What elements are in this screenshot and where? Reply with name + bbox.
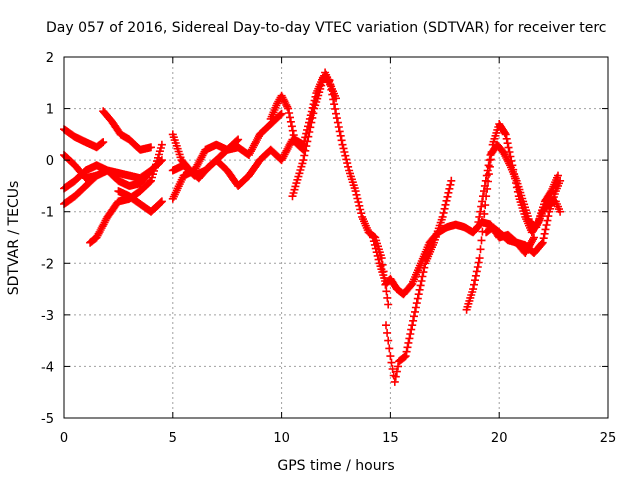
series-arc-l (288, 68, 340, 201)
series-arc-a (60, 125, 108, 152)
data-point-markers (168, 130, 308, 190)
series-arc-i (168, 130, 308, 190)
y-tick-label: 1 (46, 103, 54, 118)
y-axis-label: SDTVAR / TECUs (6, 181, 22, 296)
x-tick-label: 20 (491, 431, 508, 446)
x-tick-label: 5 (169, 431, 177, 446)
y-tick-label: -4 (41, 360, 54, 375)
y-tick-label: 0 (46, 154, 54, 169)
plot-frame (63, 56, 609, 419)
x-tick-label: 15 (382, 431, 399, 446)
x-tick-label: 0 (60, 431, 68, 446)
data-point-markers (60, 125, 108, 152)
data-point-markers (99, 107, 155, 154)
y-tick-label: -3 (41, 309, 54, 324)
series-arc-k (266, 73, 393, 309)
data-points (60, 68, 565, 386)
data-point-markers (266, 73, 393, 309)
y-tick-label: -2 (41, 257, 54, 272)
data-point-markers (168, 135, 243, 203)
x-tick-label: 25 (600, 431, 617, 446)
y-tick-label: -5 (41, 412, 54, 427)
data-point-markers (288, 68, 340, 201)
series-arc-n (382, 176, 456, 386)
data-point-markers (369, 218, 538, 299)
x-tick-label: 10 (273, 431, 290, 446)
data-point-markers (473, 140, 565, 232)
series-arc-m (369, 218, 538, 299)
chart-title: Day 057 of 2016, Sidereal Day-to-day VTE… (46, 20, 606, 36)
axis-ticks: 0 5 10 15 20 25 -5 -4 -3 -2 -1 0 1 2 (41, 51, 616, 446)
data-point-markers (482, 176, 565, 257)
series-arc-p (473, 140, 565, 232)
series-arc-j (168, 135, 243, 203)
y-tick-label: 2 (46, 51, 54, 66)
series-arc-q (482, 176, 565, 257)
y-tick-label: -1 (41, 206, 54, 221)
data-point-markers (114, 187, 166, 216)
series-arc-g (114, 187, 166, 216)
series-arc-f (99, 107, 155, 154)
data-point-markers (382, 176, 456, 386)
x-axis-label: GPS time / hours (277, 458, 394, 474)
